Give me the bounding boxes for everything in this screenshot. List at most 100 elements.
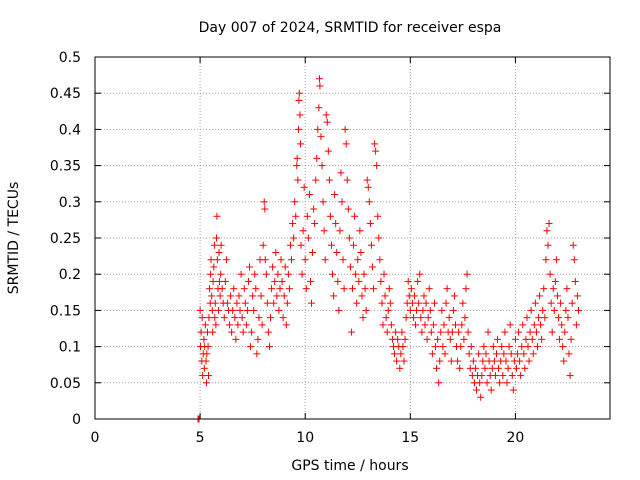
data-point	[264, 328, 272, 336]
data-point	[379, 321, 387, 329]
data-point	[288, 256, 296, 264]
data-point	[401, 335, 409, 343]
data-point	[235, 292, 243, 300]
data-point	[200, 364, 208, 372]
data-point	[471, 364, 479, 372]
data-point	[558, 321, 566, 329]
data-point	[252, 285, 260, 293]
data-point	[417, 314, 425, 322]
data-point	[567, 335, 575, 343]
data-point	[465, 350, 473, 358]
data-point	[215, 277, 223, 285]
data-point	[440, 321, 448, 329]
data-point	[203, 350, 211, 358]
data-point	[247, 343, 255, 351]
data-point	[299, 227, 307, 235]
data-point	[556, 335, 564, 343]
data-point	[426, 306, 434, 314]
data-point	[574, 306, 582, 314]
data-point	[408, 299, 416, 307]
data-point	[518, 343, 526, 351]
data-point	[277, 256, 285, 264]
data-point	[398, 328, 406, 336]
data-point	[196, 306, 204, 314]
data-point	[241, 299, 249, 307]
data-point	[525, 357, 533, 365]
data-point	[201, 321, 209, 329]
data-point	[330, 292, 338, 300]
data-point	[212, 234, 220, 242]
data-point	[425, 285, 433, 293]
data-point	[564, 314, 572, 322]
data-point	[204, 343, 212, 351]
data-point	[295, 89, 303, 97]
data-point	[338, 198, 346, 206]
data-point	[244, 277, 252, 285]
data-point	[565, 350, 573, 358]
data-point	[339, 256, 347, 264]
data-point	[370, 285, 378, 293]
data-point	[475, 350, 483, 358]
data-point	[507, 350, 515, 358]
data-point	[529, 350, 537, 358]
data-point	[463, 270, 471, 278]
data-point	[248, 328, 256, 336]
data-point	[424, 314, 432, 322]
data-point	[501, 328, 509, 336]
data-point	[298, 270, 306, 278]
data-point	[372, 147, 380, 155]
data-point	[331, 191, 339, 199]
data-point	[400, 357, 408, 365]
y-tick-label: 0.15	[50, 303, 81, 319]
data-point	[458, 321, 466, 329]
data-point	[397, 350, 405, 358]
data-point	[547, 299, 555, 307]
data-point	[496, 379, 504, 387]
data-point	[505, 343, 513, 351]
data-point	[215, 306, 223, 314]
data-point	[319, 198, 327, 206]
data-point	[367, 241, 375, 249]
data-point	[257, 292, 265, 300]
data-point	[503, 379, 511, 387]
data-point	[487, 386, 495, 394]
data-point	[437, 328, 445, 336]
data-point	[341, 125, 349, 133]
data-point	[415, 299, 423, 307]
data-point	[519, 321, 527, 329]
data-point	[421, 321, 429, 329]
data-point	[423, 335, 431, 343]
data-point	[232, 335, 240, 343]
data-point	[394, 335, 402, 343]
data-point	[260, 198, 268, 206]
data-point	[511, 335, 519, 343]
data-point	[226, 321, 234, 329]
data-point	[316, 82, 324, 90]
data-point	[476, 379, 484, 387]
x-tick-label: 5	[196, 430, 205, 446]
data-point	[220, 314, 228, 322]
data-point	[384, 306, 392, 314]
data-point	[540, 285, 548, 293]
data-point	[560, 357, 568, 365]
data-point	[271, 277, 279, 285]
data-point	[366, 220, 374, 228]
data-point	[209, 277, 217, 285]
data-point	[326, 212, 334, 220]
data-point	[217, 270, 225, 278]
data-point	[552, 256, 560, 264]
data-point	[333, 248, 341, 256]
data-point	[354, 256, 362, 264]
data-point	[568, 299, 576, 307]
data-point	[515, 328, 523, 336]
data-point	[537, 321, 545, 329]
data-point	[353, 299, 361, 307]
data-point	[317, 133, 325, 141]
data-point	[335, 306, 343, 314]
data-point	[378, 299, 386, 307]
y-tick-label: 0.3	[59, 195, 81, 211]
data-point	[459, 299, 467, 307]
data-point	[494, 335, 502, 343]
y-tick-label: 0.1	[59, 340, 81, 356]
data-point	[524, 343, 532, 351]
